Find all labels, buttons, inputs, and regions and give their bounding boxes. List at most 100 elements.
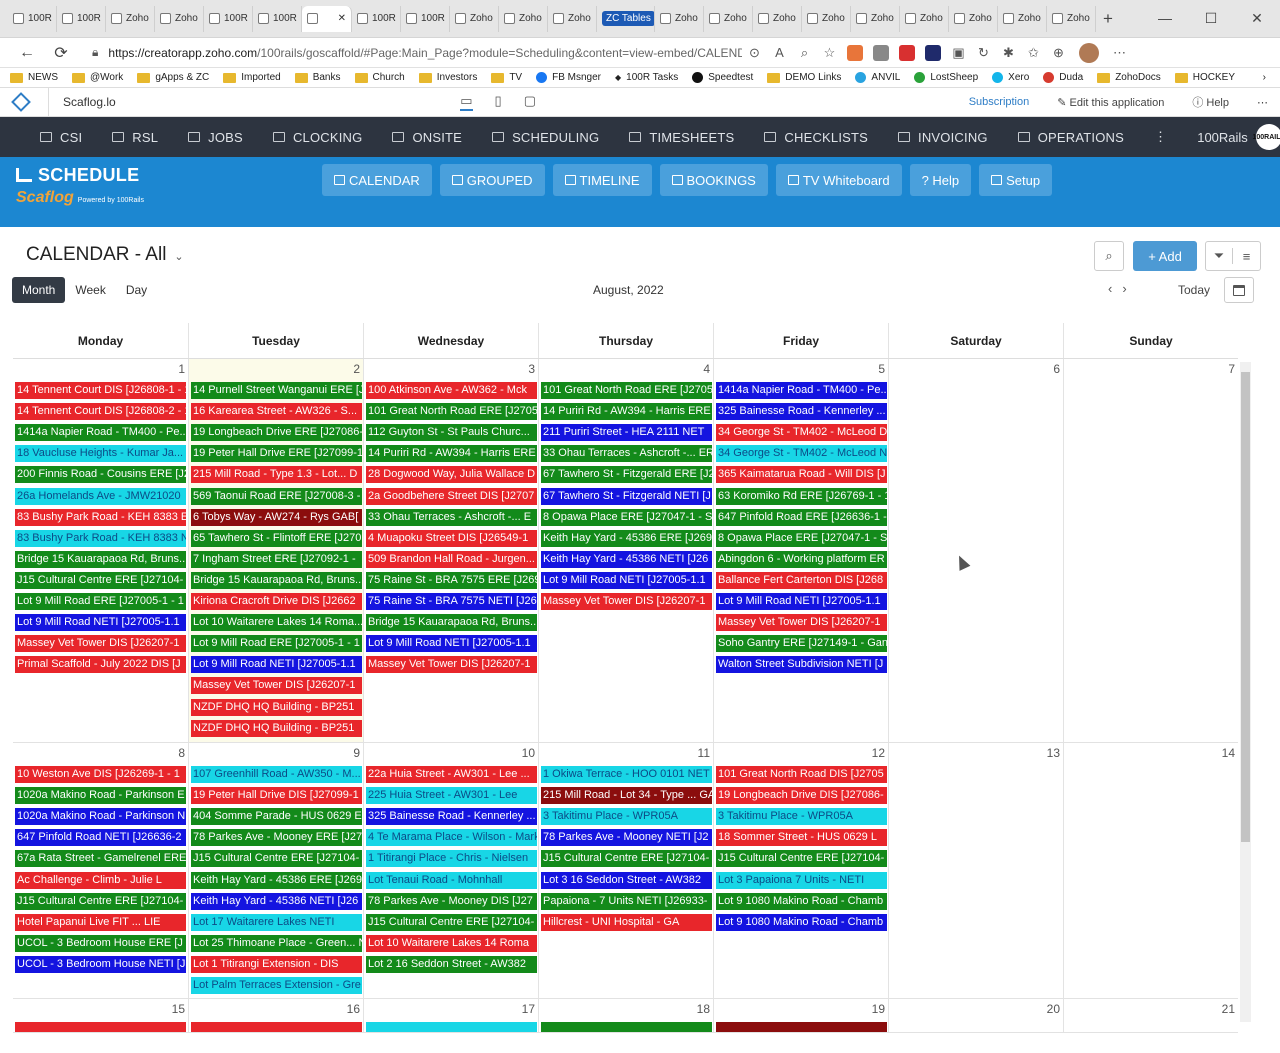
calendar-event[interactable]: Lot 17 Waitarere Lakes NETI	[191, 913, 362, 931]
calendar-event[interactable]: 78 Parkes Ave - Mooney NETI [J2	[541, 829, 712, 847]
calendar-event[interactable]: Lot 9 Mill Road NETI [J27005-1.1	[15, 614, 186, 632]
list-menu-icon[interactable]: ≡	[1242, 248, 1251, 264]
calendar-day[interactable]: 17	[363, 999, 538, 1032]
calendar-event[interactable]: Lot 9 Mill Road NETI [J27005-1.1	[191, 656, 362, 674]
banner-button-timeline[interactable]: TIMELINE	[552, 164, 652, 196]
back-icon[interactable]: ←	[19, 43, 35, 61]
calendar-event[interactable]: 8 Opawa Place ERE [J27047-1 - S	[716, 529, 887, 547]
bookmark[interactable]: ANVIL	[855, 72, 900, 83]
calendar-day[interactable]: 12 101 Great North Road DIS [J2705 19 Long…	[713, 743, 888, 998]
app-name[interactable]: Scaflog.lo	[63, 95, 116, 109]
calendar-event[interactable]: 4 Muapoku Street DIS [J26549-1	[366, 529, 537, 547]
calendar-event[interactable]: Massey Vet Tower DIS [J26207-1	[191, 677, 362, 695]
zoom-icon[interactable]: ⌕	[800, 44, 809, 60]
subscription-link[interactable]: Subscription	[968, 96, 1030, 108]
calendar-event[interactable]: 101 Great North Road DIS [J2705	[716, 766, 887, 783]
browser-tab[interactable]: 100R	[401, 5, 450, 32]
calendar-event[interactable]	[191, 1022, 362, 1032]
calendar-scrollbar[interactable]	[1240, 362, 1251, 1022]
calendar-event[interactable]: Lot 9 1080 Makino Road - Chamb	[716, 913, 887, 931]
calendar-event[interactable]: 14 Purnell Street Wanganui ERE [J	[191, 382, 362, 399]
view-week-button[interactable]: Week	[75, 283, 106, 297]
calendar-event[interactable]: 75 Raine St - BRA 7575 ERE [J269	[366, 571, 537, 589]
next-month-icon[interactable]: ›	[1122, 281, 1127, 296]
browser-tab[interactable]: Zoho	[155, 5, 204, 32]
day-number[interactable]: 14	[1221, 746, 1235, 760]
calendar-event[interactable]: Kiriona Cracroft Drive DIS [J2662	[191, 593, 362, 610]
day-number[interactable]: 3	[528, 362, 535, 376]
maximize-icon[interactable]: ☐	[1204, 10, 1218, 26]
calendar-event[interactable]: 14 Tennent Court DIS [J26808-1 - 1	[15, 382, 186, 399]
collections-icon[interactable]: ⊕	[1053, 44, 1064, 60]
calendar-day[interactable]: 20	[888, 999, 1063, 1032]
today-button[interactable]: Today	[1178, 283, 1211, 297]
minimize-icon[interactable]: —	[1158, 10, 1172, 26]
banner-button-setup[interactable]: Setup	[979, 164, 1053, 196]
account-name[interactable]: 100Rails	[1197, 129, 1248, 145]
browser-tab[interactable]: Zoho	[548, 5, 597, 32]
browser-tab[interactable]: Zoho	[753, 5, 802, 32]
day-number[interactable]: 8	[178, 746, 185, 760]
calendar-event[interactable]: 34 George St - TM402 - McLeod D	[716, 424, 887, 442]
calendar-event[interactable]: Lot 9 Mill Road ERE [J27005-1 - 1	[191, 635, 362, 653]
calendar-event[interactable]: 225 Huia Street - AW301 - Lee	[366, 787, 537, 805]
calendar-event[interactable]: 215 Mill Road - Type 1.3 - Lot... D	[191, 466, 362, 484]
calendar-event[interactable]: 33 Ohau Terraces - Ashcroft -... E	[366, 508, 537, 526]
calendar-event[interactable]: Lot 1 Titirangi Extension - DIS	[191, 955, 362, 973]
prev-month-icon[interactable]: ‹	[1108, 281, 1113, 296]
calendar-event[interactable]: 67a Rata Street - Gamelrenel ERE	[15, 850, 186, 868]
calendar-event[interactable]: Walton Street Subdivision NETI [J	[716, 656, 887, 674]
nav-item-timesheets[interactable]: TIMESHEETS	[629, 130, 734, 145]
read-aloud-icon[interactable]: A	[775, 45, 784, 60]
more-menu-icon[interactable]: ⋯	[1113, 44, 1126, 60]
calendar-day[interactable]: 13	[888, 743, 1063, 998]
calendar-event[interactable]: 67 Tawhero St - Fitzgerald ERE [J2	[541, 466, 712, 484]
nav-item-onsite[interactable]: ONSITE	[392, 130, 462, 145]
calendar-event[interactable]: 200 Finnis Road - Cousins ERE [J2	[15, 466, 186, 484]
calendar-event[interactable]: 26a Homelands Ave - JMW21020	[15, 487, 186, 505]
day-number[interactable]: 21	[1221, 1002, 1235, 1016]
calendar-event[interactable]: Hillcrest - UNI Hospital - GA	[541, 913, 712, 931]
calendar-event[interactable]: 101 Great North Road ERE [J2705	[366, 403, 537, 421]
calendar-event[interactable]: J15 Cultural Centre ERE [J27104-	[366, 913, 537, 931]
calendar-event[interactable]: Soho Gantry ERE [J27149-1 - Gan	[716, 635, 887, 653]
calendar-day[interactable]: 21	[1063, 999, 1238, 1032]
add-button[interactable]: + Add	[1133, 241, 1197, 271]
reload-icon[interactable]: ⟳	[54, 44, 68, 62]
calendar-event[interactable]: 101 Great North Road ERE [J2705	[541, 382, 712, 399]
browser-tab[interactable]: 100R	[57, 5, 106, 32]
refresh-extension-icon[interactable]: ↻	[978, 44, 989, 60]
calendar-event[interactable]: Lot 9 Mill Road NETI [J27005-1.1	[366, 635, 537, 653]
browser-tab[interactable]: Zoho	[998, 5, 1047, 32]
calendar-event[interactable]	[366, 1022, 537, 1032]
calendar-event[interactable]: 7 Ingham Street ERE [J27092-1 -	[191, 550, 362, 568]
day-number[interactable]: 11	[697, 746, 710, 760]
calendar-event[interactable]: 83 Bushy Park Road - KEH 8383 N	[15, 529, 186, 547]
bookmark[interactable]: @Work	[72, 72, 123, 83]
calendar-event[interactable]: Keith Hay Yard - 45386 NETI [J26	[541, 550, 712, 568]
browser-tab[interactable]: Zoho	[655, 5, 704, 32]
browser-tab[interactable]: 100R	[8, 5, 57, 32]
calendar-event[interactable]: Bridge 15 Kauarapaoa Rd, Bruns...	[15, 550, 186, 568]
nav-item-scheduling[interactable]: SCHEDULING	[492, 130, 599, 145]
calendar-event[interactable]: 404 Somme Parade - HUS 0629 E	[191, 808, 362, 826]
scrollbar-thumb[interactable]	[1241, 372, 1250, 842]
tablet-icon[interactable]: ▢	[523, 93, 536, 108]
calendar-event[interactable]: Lot 9 Mill Road ERE [J27005-1 - 1	[15, 593, 186, 610]
calendar-event[interactable]: 509 Brandon Hall Road - Jurgen...	[366, 550, 537, 568]
calendar-day[interactable]: 5 1414a Napier Road - TM400 - Pe... 325 Ba…	[713, 359, 888, 742]
close-tab-icon[interactable]: ✕	[337, 13, 346, 24]
bookmark[interactable]: LostSheep	[914, 72, 978, 83]
calendar-event[interactable]: Papaiona - 7 Units NETI [J26933-	[541, 892, 712, 910]
calendar-event[interactable]: Lot Tenaui Road - Mohnhall	[366, 871, 537, 889]
calendar-event[interactable]	[716, 1022, 887, 1032]
browser-tab[interactable]: Zoho	[499, 5, 548, 32]
day-number[interactable]: 20	[1046, 1002, 1060, 1016]
calendar-day[interactable]: 1 14 Tennent Court DIS [J26808-1 - 1 14 Te…	[13, 359, 188, 742]
calendar-event[interactable]: Bridge 15 Kauarapaoa Rd, Bruns...	[191, 571, 362, 589]
calendar-event[interactable]: 215 Mill Road - Lot 34 - Type ... GA	[541, 787, 712, 805]
filter-icon[interactable]: ⏷	[1206, 248, 1234, 264]
bookmark[interactable]: DEMO Links	[767, 72, 841, 83]
calendar-event[interactable]: Bridge 15 Kauarapaoa Rd, Bruns...	[366, 614, 537, 632]
new-tab-button[interactable]: +	[1103, 8, 1113, 28]
